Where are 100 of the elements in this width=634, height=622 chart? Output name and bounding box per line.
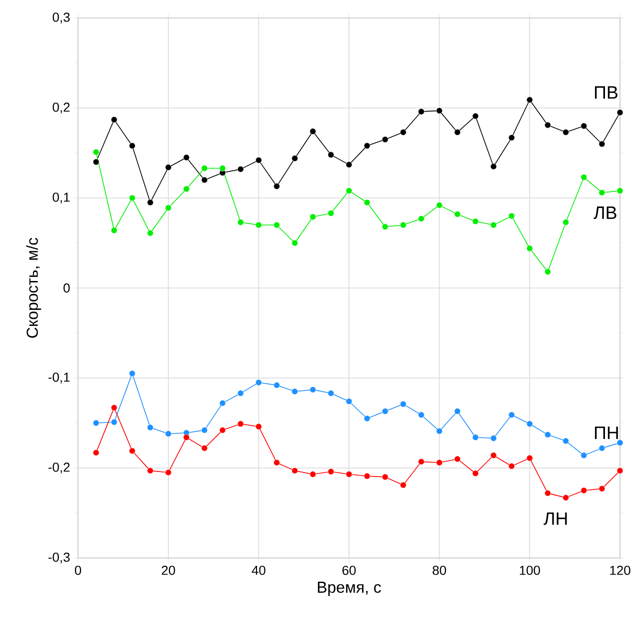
point bbox=[147, 199, 154, 206]
point bbox=[111, 418, 118, 426]
point bbox=[598, 486, 606, 492]
point bbox=[526, 96, 533, 104]
point bbox=[346, 188, 352, 194]
y-tick-label: 0,1 bbox=[52, 192, 70, 204]
point bbox=[111, 227, 118, 234]
point bbox=[201, 165, 208, 172]
point bbox=[201, 427, 208, 434]
point bbox=[274, 183, 280, 190]
point bbox=[418, 412, 424, 418]
point bbox=[111, 404, 118, 411]
point bbox=[418, 108, 424, 115]
point bbox=[328, 152, 334, 158]
point bbox=[490, 222, 497, 228]
point bbox=[544, 432, 551, 438]
point bbox=[129, 370, 136, 377]
point bbox=[490, 163, 497, 170]
y-tick-label: 0,2 bbox=[52, 102, 70, 114]
point bbox=[256, 423, 262, 430]
point bbox=[256, 222, 262, 228]
point bbox=[237, 219, 244, 226]
point bbox=[310, 128, 316, 135]
point bbox=[92, 420, 100, 426]
point bbox=[310, 214, 316, 220]
point bbox=[219, 400, 226, 406]
point bbox=[472, 218, 479, 225]
point bbox=[562, 494, 569, 501]
point bbox=[580, 452, 588, 459]
point bbox=[616, 440, 624, 446]
point bbox=[147, 424, 154, 431]
point bbox=[508, 463, 515, 470]
point bbox=[165, 204, 172, 212]
point bbox=[165, 164, 172, 171]
point bbox=[472, 470, 479, 477]
point bbox=[274, 459, 280, 466]
point bbox=[292, 468, 298, 474]
point bbox=[508, 134, 515, 141]
point bbox=[147, 230, 154, 236]
y-tick-label: -0,1 bbox=[48, 372, 70, 384]
point bbox=[598, 140, 606, 148]
point bbox=[92, 158, 100, 166]
point bbox=[544, 268, 551, 275]
point bbox=[201, 176, 208, 184]
point bbox=[92, 450, 100, 456]
point bbox=[544, 122, 551, 128]
point bbox=[436, 202, 442, 208]
point bbox=[580, 174, 588, 180]
point bbox=[598, 189, 606, 196]
point bbox=[364, 472, 370, 480]
point bbox=[508, 212, 515, 220]
point bbox=[580, 122, 588, 130]
point bbox=[165, 430, 172, 437]
x-axis-title: Время, с bbox=[318, 582, 381, 596]
series-label: ЛВ bbox=[594, 206, 616, 220]
series-label: ПН bbox=[594, 426, 618, 439]
point bbox=[201, 445, 208, 452]
point bbox=[183, 186, 190, 192]
point bbox=[526, 454, 533, 462]
x-tick-label: 40 bbox=[252, 566, 266, 575]
point bbox=[111, 116, 118, 123]
x-tick-label: 60 bbox=[342, 566, 356, 575]
point bbox=[562, 438, 569, 444]
point bbox=[147, 468, 154, 474]
y-tick-label: -0,2 bbox=[48, 462, 70, 474]
point bbox=[237, 420, 244, 428]
point bbox=[364, 142, 370, 149]
x-tick-label: 80 bbox=[432, 566, 446, 575]
point bbox=[183, 154, 190, 161]
point bbox=[274, 382, 280, 388]
point bbox=[436, 428, 442, 434]
point bbox=[219, 427, 226, 434]
point bbox=[292, 240, 298, 246]
point bbox=[183, 434, 190, 441]
point bbox=[310, 386, 316, 393]
point bbox=[129, 142, 136, 149]
point bbox=[436, 459, 442, 466]
point bbox=[418, 458, 424, 465]
point bbox=[472, 112, 479, 120]
point bbox=[382, 474, 388, 480]
point bbox=[616, 109, 624, 116]
point bbox=[526, 245, 533, 252]
point bbox=[400, 222, 406, 228]
point bbox=[544, 490, 551, 496]
point bbox=[400, 400, 406, 408]
point bbox=[165, 469, 172, 476]
point bbox=[472, 434, 479, 441]
point bbox=[562, 219, 569, 226]
y-tick-label: 0,3 bbox=[52, 12, 70, 24]
point bbox=[418, 216, 424, 222]
point bbox=[562, 129, 569, 136]
point bbox=[129, 448, 136, 454]
point bbox=[436, 108, 442, 114]
x-tick-label: 120 bbox=[610, 566, 630, 575]
point bbox=[129, 194, 136, 202]
point bbox=[310, 471, 316, 478]
y-axis-title: Скорость, м/с bbox=[26, 238, 42, 338]
point bbox=[454, 408, 461, 414]
x-tick-label: 0 bbox=[74, 566, 82, 575]
point bbox=[454, 129, 461, 136]
